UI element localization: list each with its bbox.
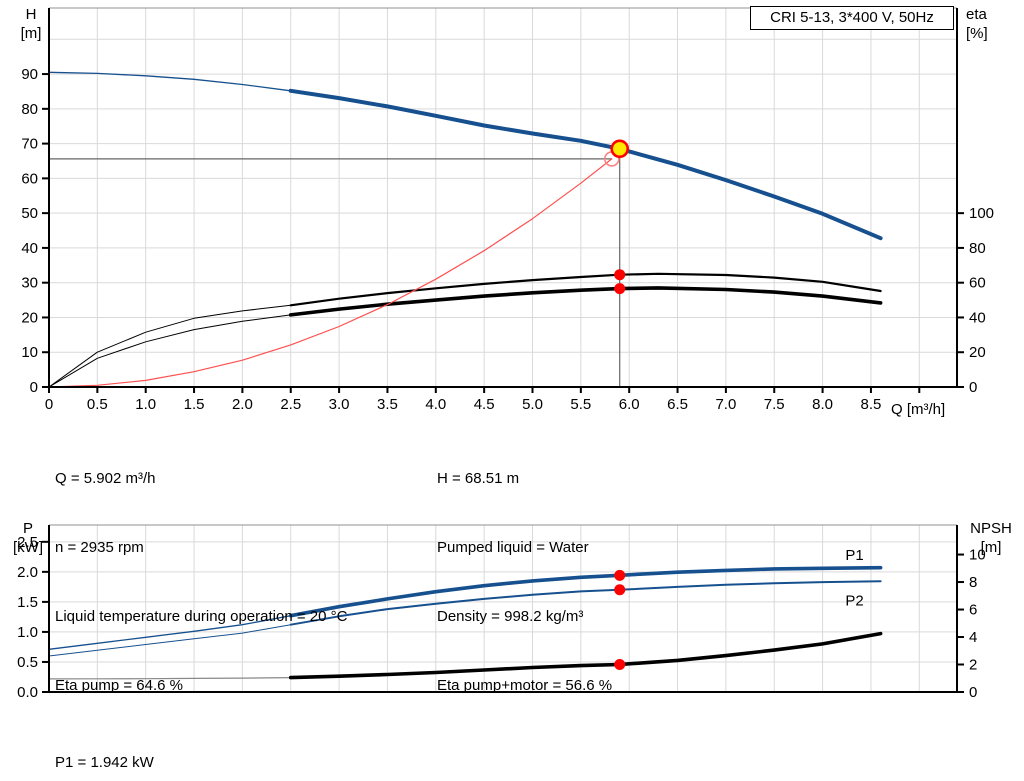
x-tick-label: 7.5	[764, 396, 785, 413]
y-tick-label: 70	[21, 136, 38, 153]
y2-tick-label: 60	[969, 275, 986, 292]
y2-tick-label: 2	[969, 657, 977, 674]
y-tick-label: 1.0	[17, 624, 38, 641]
y2-tick-label: 20	[969, 344, 986, 361]
series-P2	[289, 580, 882, 626]
x-tick-label: 8.5	[861, 396, 882, 413]
series-QH-thin	[48, 71, 292, 92]
y-tick-label: 0.5	[17, 654, 38, 671]
x-tick-label: 2.0	[232, 396, 253, 413]
y-tick-label: 80	[21, 101, 38, 118]
series-system-curve-thin	[48, 158, 613, 388]
series-P2-thin	[48, 624, 292, 657]
marker-red-dot	[614, 283, 626, 295]
y2-tick-label: 0	[969, 684, 977, 701]
x-tick-label: 6.0	[619, 396, 640, 413]
y2-tick-label: 40	[969, 309, 986, 326]
y2-tick-label: 0	[969, 379, 977, 396]
curve-label-P2: P2	[845, 593, 863, 610]
y2-tick-label: 100	[969, 205, 994, 222]
y2-tick-label: 80	[969, 240, 986, 257]
y-axis-label-p: P [kW]	[13, 520, 43, 556]
info-line-n: n = 2935 rpm	[55, 539, 144, 556]
x-tick-label: 2.5	[280, 396, 301, 413]
y-tick-label: 2.5	[17, 534, 38, 551]
y2-tick-label: 6	[969, 602, 977, 619]
pump-model-title: CRI 5-13, 3*400 V, 50Hz	[750, 6, 954, 30]
info-line-p1: P1 = 1.942 kW	[55, 754, 154, 771]
x-tick-label: 3.5	[377, 396, 398, 413]
x-tick-label: 0	[45, 396, 53, 413]
y2-tick-label: 10	[969, 547, 986, 564]
x-tick-label: 7.0	[715, 396, 736, 413]
info-line-density: Density = 998.2 kg/m³	[437, 608, 584, 625]
series-eta-pump	[289, 272, 882, 307]
info-line-eta-pump-motor: Eta pump+motor = 56.6 %	[437, 677, 613, 694]
operating-data-left: Q = 5.902 m³/h n = 2935 rpm Liquid tempe…	[55, 421, 347, 743]
info-line-temperature: Liquid temperature during operation = 20…	[55, 608, 348, 625]
y2-tick-label: 4	[969, 629, 977, 646]
x-tick-label: 3.0	[329, 396, 350, 413]
marker-red-dot	[614, 584, 626, 596]
y2-tick-label: 8	[969, 574, 977, 591]
series-eta-pump+motor	[288, 286, 883, 317]
x-tick-label: 0.5	[87, 396, 108, 413]
y-axis-label-h: H [m]	[20, 6, 42, 42]
info-line-h: H = 68.51 m	[437, 470, 520, 487]
marker-red-dot	[614, 269, 626, 281]
y-tick-label: 60	[21, 170, 38, 187]
marker-red-dot	[614, 659, 626, 671]
y-tick-label: 90	[21, 66, 38, 83]
x-tick-label: 6.5	[667, 396, 688, 413]
y-tick-label: 20	[21, 309, 38, 326]
series-NPSH-thin	[48, 676, 292, 680]
x-axis-label-q: Q [m³/h]	[891, 401, 946, 418]
info-line-eta-pump: Eta pump = 64.6 %	[55, 677, 183, 694]
info-line-liquid: Pumped liquid = Water	[437, 539, 589, 556]
series-P1-thin	[48, 615, 292, 650]
y-tick-label: 10	[21, 344, 38, 361]
y2-axis-label-npsh: NPSH [m]	[970, 520, 1012, 556]
x-tick-label: 1.5	[184, 396, 205, 413]
marker-red-dot	[614, 569, 626, 581]
y-tick-label: 40	[21, 240, 38, 257]
series-P1	[288, 565, 883, 618]
x-tick-label: 4.0	[425, 396, 446, 413]
curve-label-P1: P1	[845, 547, 863, 564]
y-tick-label: 0	[30, 379, 38, 396]
y-tick-label: 0.0	[17, 684, 38, 701]
series-eta-pump-thin	[48, 304, 292, 388]
y2-axis-label-eta: eta [%]	[966, 6, 988, 42]
x-tick-label: 1.0	[135, 396, 156, 413]
x-tick-label: 4.5	[474, 396, 495, 413]
operating-point-marker	[610, 139, 630, 159]
x-tick-label: 5.0	[522, 396, 543, 413]
info-line-q: Q = 5.902 m³/h	[55, 470, 156, 487]
operating-data-right: H = 68.51 m Pumped liquid = Water Densit…	[437, 421, 612, 743]
y-tick-label: 50	[21, 205, 38, 222]
y-tick-label: 2.0	[17, 564, 38, 581]
series-eta-pump+motor-thin	[48, 314, 292, 388]
series-NPSH	[288, 631, 883, 680]
y-tick-label: 30	[21, 275, 38, 292]
power-data-block: P1 = 1.942 kW P2 = 1.702 kW NPSH = 2 m	[55, 703, 154, 781]
y-tick-label: 1.5	[17, 594, 38, 611]
x-tick-label: 5.5	[570, 396, 591, 413]
series-QH	[288, 88, 883, 241]
x-tick-label: 8.0	[812, 396, 833, 413]
